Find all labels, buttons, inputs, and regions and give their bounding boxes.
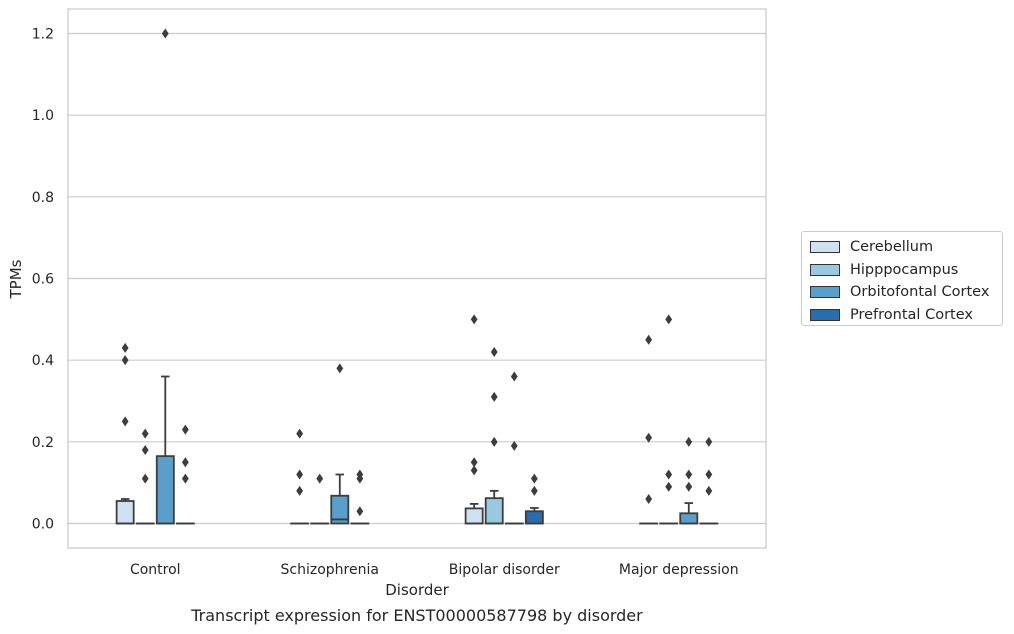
box-group <box>350 469 370 525</box>
outlier-point <box>645 494 653 504</box>
box-body <box>115 500 135 525</box>
legend-swatch-hippocampus <box>810 263 840 276</box>
outlier-point <box>356 506 364 517</box>
outlier-point <box>705 485 713 496</box>
box-group <box>504 371 524 525</box>
y-tick-label: 0.6 <box>32 272 54 288</box>
y-tick-label: 0.8 <box>32 190 54 206</box>
outlier-point <box>470 465 478 476</box>
grid-layer <box>68 32 766 525</box>
x-tick-label: Bipolar disorder <box>449 562 560 578</box>
legend-swatch-orbitofrontal <box>810 286 840 299</box>
outlier-point <box>161 28 169 39</box>
outlier-point <box>181 457 189 468</box>
outlier-point <box>121 355 129 366</box>
outlier-point <box>470 457 478 468</box>
box-body <box>679 512 699 525</box>
outlier-point <box>490 436 498 447</box>
box-group <box>135 428 155 525</box>
box-group <box>659 314 679 525</box>
outlier-point <box>685 436 693 447</box>
outlier-point <box>645 432 653 443</box>
outlier-point <box>296 469 304 480</box>
box-group <box>464 314 484 525</box>
legend: Cerebellum Hipppocampus Orbitofontal Cor… <box>801 231 1003 326</box>
x-tick-labels: Control Schizophrenia Bipolar disorder Majo… <box>130 562 739 578</box>
legend-swatch-prefrontal <box>810 308 840 321</box>
x-tick-label: Major depression <box>619 562 739 578</box>
outlier-point <box>296 428 304 439</box>
chart-caption: Transcript expression for ENST0000058779… <box>191 606 643 625</box>
outlier-point <box>705 469 713 480</box>
legend-swatch-cerebellum <box>810 241 840 254</box>
legend-item-prefrontal: Prefrontal Cortex <box>810 304 994 327</box>
outlier-point <box>490 391 498 402</box>
outlier-point <box>141 473 149 484</box>
outlier-point <box>121 416 129 427</box>
outlier-point <box>530 473 538 484</box>
outlier-point <box>685 469 693 480</box>
outlier-point <box>490 347 498 357</box>
y-tick-label: 0.2 <box>32 435 54 451</box>
box-group <box>155 28 175 525</box>
legend-item-cerebellum: Cerebellum <box>810 236 994 259</box>
box-group <box>484 347 504 525</box>
x-tick-label: Control <box>130 562 181 578</box>
outlier-point <box>530 485 538 496</box>
outlier-point <box>316 473 324 484</box>
outlier-point <box>121 342 129 353</box>
outlier-point <box>685 481 693 492</box>
box-group <box>175 424 195 525</box>
y-tick-label: 1.0 <box>32 108 54 124</box>
y-tick-labels: 0.0 0.2 0.4 0.6 0.8 1.0 1.2 <box>32 27 54 533</box>
box-body <box>155 455 175 525</box>
outlier-point <box>181 424 189 435</box>
outlier-point <box>645 334 653 345</box>
outlier-point <box>705 436 713 447</box>
x-tick-label: Schizophrenia <box>281 562 379 578</box>
box-body <box>524 510 544 525</box>
outlier-point <box>296 485 304 496</box>
outlier-point <box>336 363 344 374</box>
plot-area-frame <box>67 8 767 549</box>
outlier-point <box>470 314 478 325</box>
box-group <box>330 363 350 525</box>
box-group <box>524 473 544 525</box>
outlier-point <box>510 440 518 451</box>
legend-item-orbitofrontal: Orbitofontal Cortex <box>810 281 994 304</box>
box-group <box>290 428 310 525</box>
outlier-point <box>665 469 673 480</box>
box-group <box>639 334 659 525</box>
legend-label: Cerebellum <box>850 239 934 256</box>
legend-label: Hipppocampus <box>850 261 959 278</box>
box-group <box>115 342 135 525</box>
legend-label: Orbitofontal Cortex <box>850 284 990 301</box>
boxes-layer <box>115 28 719 525</box>
x-axis-label: Disorder <box>385 581 449 599</box>
box-group <box>679 436 699 525</box>
outlier-point <box>356 473 364 484</box>
box-body <box>484 497 504 525</box>
outlier-point <box>181 473 189 484</box>
outlier-point <box>665 481 673 492</box>
box-group <box>310 473 330 525</box>
box-group <box>699 436 719 525</box>
box-body <box>464 507 484 525</box>
legend-item-hippocampus: Hipppocampus <box>810 259 994 282</box>
outlier-point <box>141 428 149 439</box>
legend-label: Prefrontal Cortex <box>850 306 973 323</box>
y-tick-label: 1.2 <box>32 27 54 43</box>
outlier-point <box>141 445 149 455</box>
y-tick-label: 0.4 <box>32 353 54 369</box>
y-tick-label: 0.0 <box>32 517 54 533</box>
y-axis-label: TPMs <box>7 259 25 299</box>
outlier-point <box>665 314 673 325</box>
outlier-point <box>510 371 518 382</box>
